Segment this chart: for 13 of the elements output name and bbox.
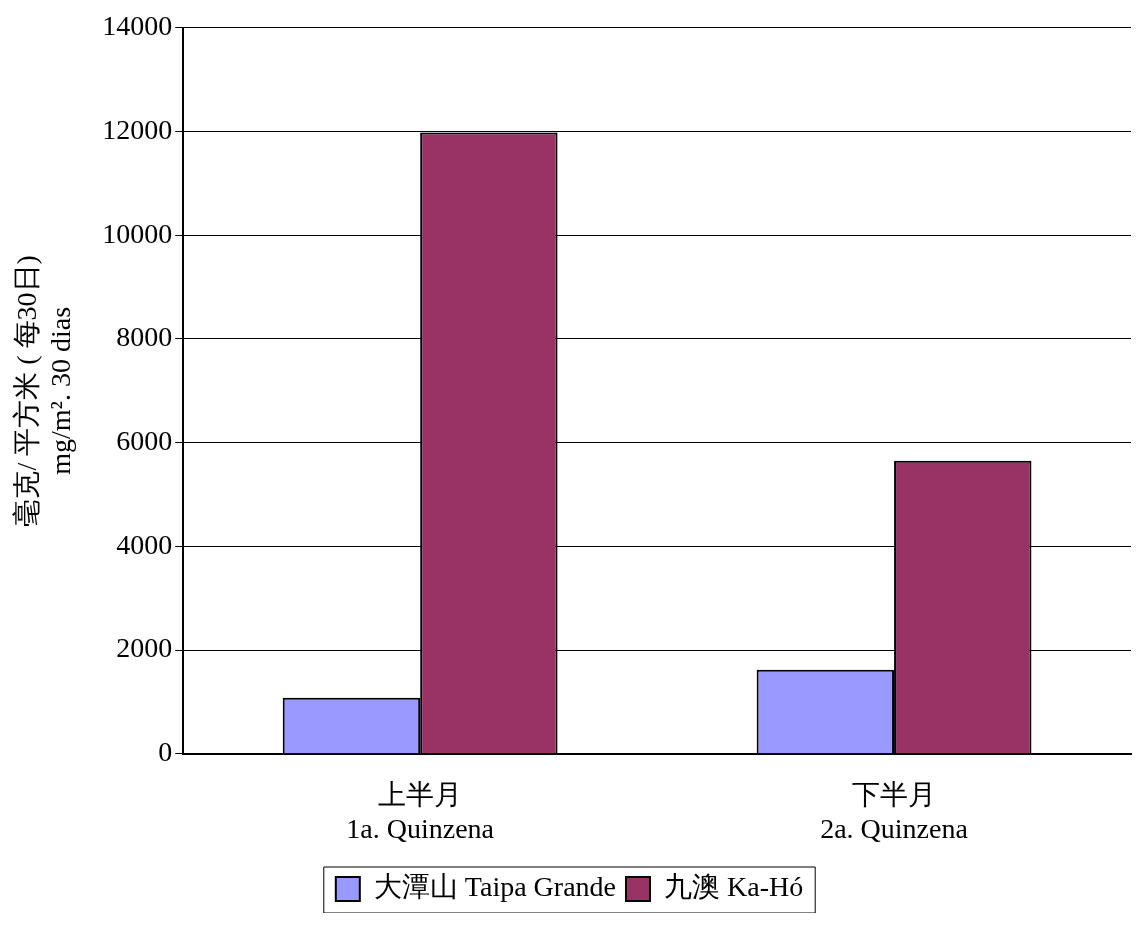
y-tick-label: 8000 bbox=[116, 321, 173, 353]
legend-label: 九澳 Ka-Hó bbox=[664, 871, 804, 903]
y-tick-label: 14000 bbox=[102, 10, 173, 42]
y-tick-label: 10000 bbox=[102, 217, 173, 249]
x-tick-label: 上半月 1a. Quinzena bbox=[346, 778, 495, 844]
y-tick-label: 6000 bbox=[116, 425, 173, 457]
y-tick-label: 2000 bbox=[116, 632, 173, 664]
y-tick-label: 12000 bbox=[102, 113, 173, 145]
legend-label: 大潭山 Taipa Grande bbox=[373, 871, 616, 903]
y-tick-label: 0 bbox=[158, 736, 173, 768]
x-tick-label: 下半月 2a. Quinzena bbox=[820, 778, 969, 844]
y-tick-label: 4000 bbox=[116, 528, 173, 560]
y-axis-title: 毫克/ 平方米 ( 每30日) mg/m². 30 dias bbox=[11, 255, 76, 527]
